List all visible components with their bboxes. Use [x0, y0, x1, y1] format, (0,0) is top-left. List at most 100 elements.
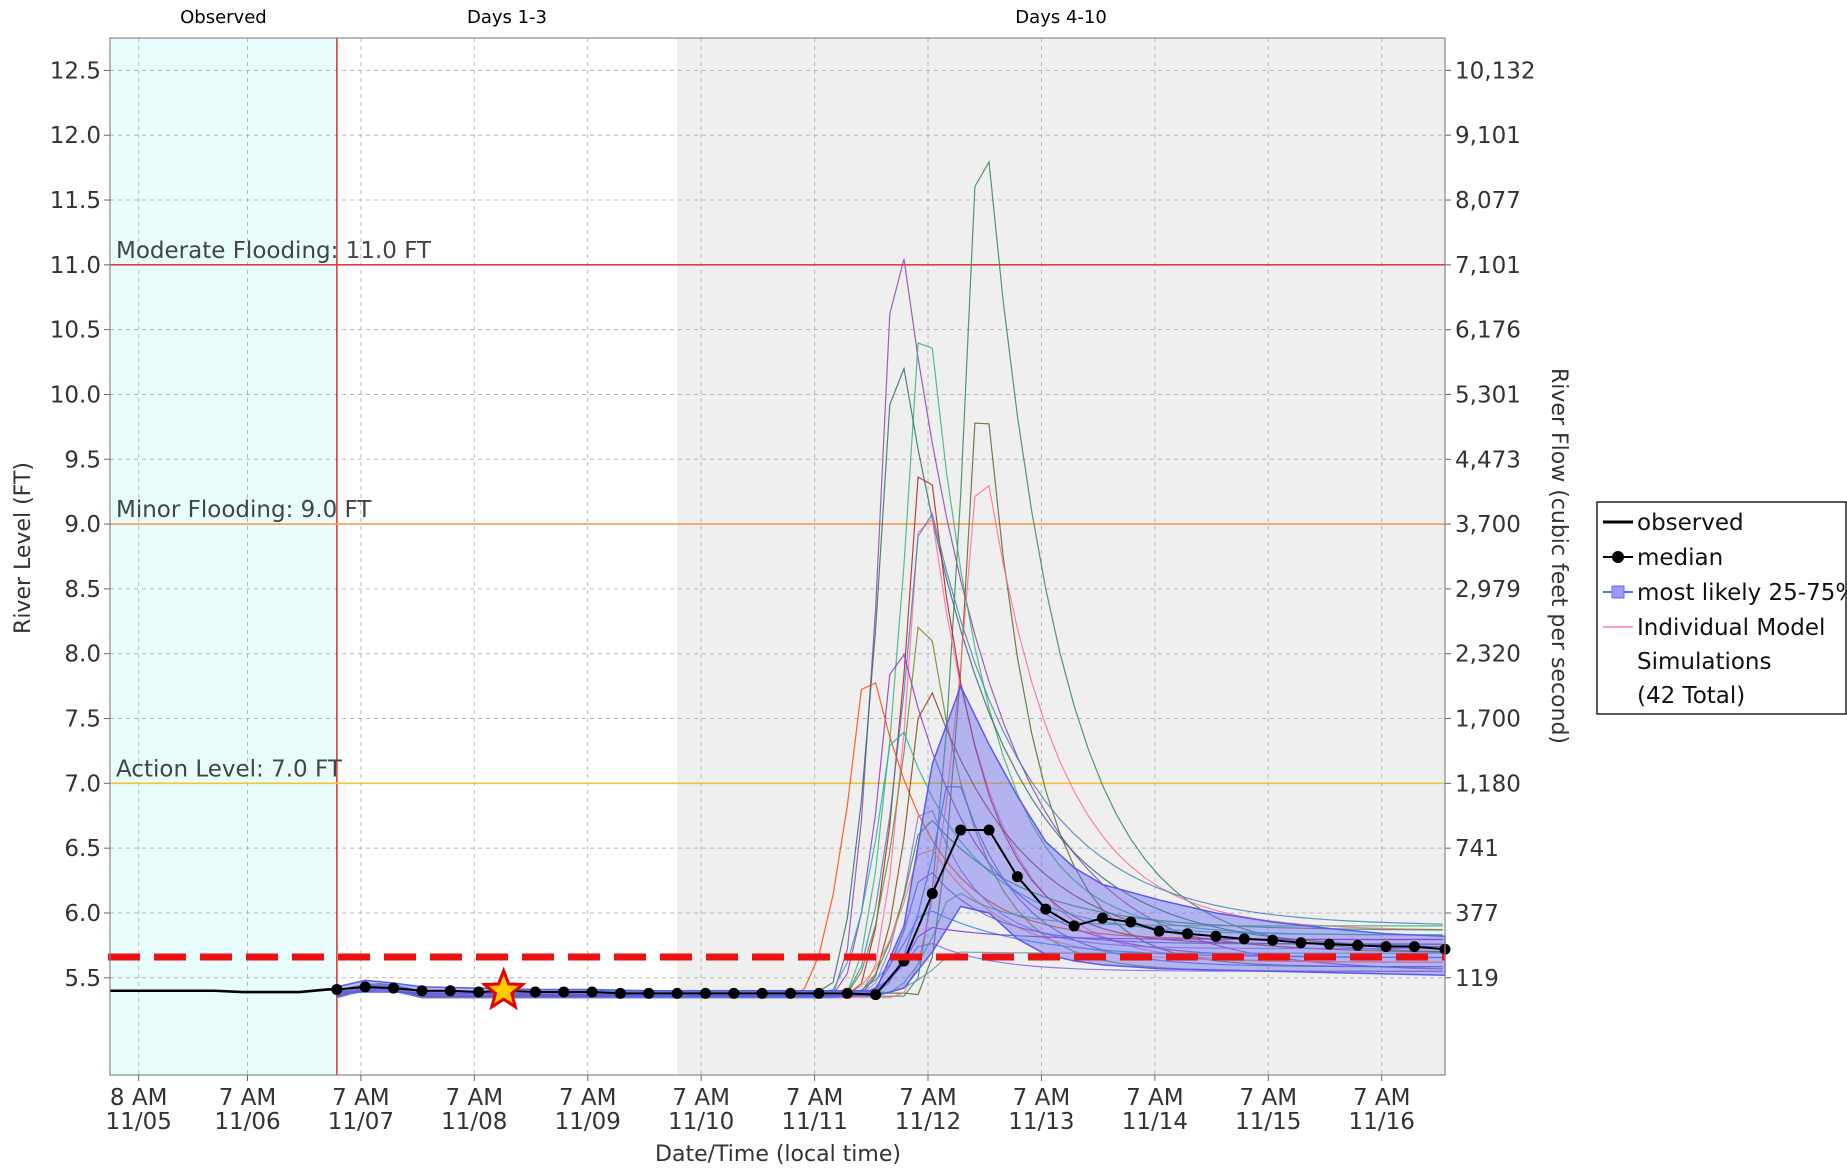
- median-line: [336, 829, 1446, 996]
- median-point: [841, 987, 853, 999]
- x-tick-label: 7 AM: [1353, 1085, 1411, 1111]
- y2-tick-label: 9,101: [1455, 123, 1521, 149]
- x-tick-label: 7 AM: [1013, 1085, 1071, 1111]
- median-point: [955, 824, 967, 836]
- median-point: [1153, 925, 1165, 937]
- x-tick-label: 7 AM: [899, 1085, 957, 1111]
- y-tick-label: 9.0: [64, 512, 101, 538]
- legend-label: observed: [1637, 510, 1744, 536]
- median-point: [558, 986, 570, 998]
- y2-tick-label: 10,132: [1455, 58, 1535, 84]
- y-tick-label: 11.5: [50, 188, 101, 214]
- median-point: [1182, 928, 1194, 940]
- y2-tick-label: 8,077: [1455, 188, 1521, 214]
- y-tick-label: 10.0: [50, 382, 101, 408]
- plot-frame: [109, 37, 1446, 1076]
- median-point: [926, 888, 938, 900]
- y-tick-label: 5.5: [64, 966, 101, 992]
- observed-series: [110, 988, 337, 994]
- median-point: [728, 987, 740, 999]
- current-marker: [480, 966, 527, 1011]
- y2-tick-label: 1,700: [1455, 707, 1521, 733]
- median-point: [416, 985, 428, 997]
- legend-label: median: [1637, 545, 1723, 571]
- y-tick-label: 12.0: [50, 123, 101, 149]
- y-tick-label: 6.5: [64, 836, 101, 862]
- median-point: [1295, 937, 1307, 949]
- segment-label: Days 1-3: [467, 7, 547, 28]
- y2-tick-label: 5,301: [1455, 382, 1521, 408]
- y-tick-label: 12.5: [50, 58, 101, 84]
- star-marker: [480, 966, 527, 1011]
- axes: 5.5 6.0 6.5 7.0 7.5 8.0 8.5 9.0 9.5 10.0 10.5 11.0 1…: [50, 37, 1535, 1135]
- median-point: [983, 824, 995, 836]
- median-point: [1380, 941, 1392, 953]
- y-tick-label: 7.5: [64, 707, 101, 733]
- y2-tick-label: 741: [1455, 836, 1499, 862]
- y2-tick-label: 7,101: [1455, 253, 1521, 279]
- x-tick-label: 8 AM: [110, 1085, 168, 1111]
- legend-label: (42 Total): [1637, 683, 1745, 709]
- y-tick-label: 11.0: [50, 253, 101, 279]
- y-tick-label: 10.5: [50, 318, 101, 344]
- x-tick-label: 11/07: [328, 1109, 394, 1135]
- x-tick-label: 11/11: [781, 1109, 847, 1135]
- median-point: [1352, 939, 1364, 951]
- y-tick-label: 8.5: [64, 577, 101, 603]
- x-tick-label: 7 AM: [1240, 1085, 1298, 1111]
- y2-tick-label: 119: [1455, 966, 1499, 992]
- segment-band: [336, 38, 678, 1075]
- legend-swatch-band: [1611, 585, 1625, 599]
- plot-background: Observed Days 1-3 Days 4-10: [110, 7, 1445, 1075]
- median-point: [785, 987, 797, 999]
- segment-band: [110, 38, 337, 1075]
- median-point: [1096, 912, 1108, 924]
- segment-label: Observed: [180, 7, 267, 28]
- y2-axis-label: River Flow (cubic feet per second): [1546, 368, 1571, 744]
- x-tick-label: 11/15: [1235, 1109, 1301, 1135]
- median-point: [671, 987, 683, 999]
- y-tick-label: 7.0: [64, 771, 101, 797]
- threshold-label: Moderate Flooding: 11.0 FT: [116, 238, 432, 264]
- x-tick-label: 11/16: [1349, 1109, 1415, 1135]
- legend-label: Simulations: [1637, 649, 1772, 675]
- median-point: [699, 987, 711, 999]
- median-point: [1323, 938, 1335, 950]
- median-series: [331, 824, 1451, 1001]
- median-point: [444, 985, 456, 997]
- observed-line: [110, 988, 337, 994]
- x-tick-label: 7 AM: [332, 1085, 390, 1111]
- threshold-label: Minor Flooding: 9.0 FT: [116, 497, 372, 523]
- x-tick-label: 7 AM: [219, 1085, 277, 1111]
- median-point: [586, 986, 598, 998]
- y-tick-label: 9.5: [64, 447, 101, 473]
- x-tick-label: 11/14: [1122, 1109, 1188, 1135]
- median-point: [1068, 920, 1080, 932]
- median-point: [813, 987, 825, 999]
- median-point: [1238, 933, 1250, 945]
- legend-label: Individual Model: [1637, 615, 1825, 641]
- x-tick-label: 11/10: [668, 1109, 734, 1135]
- threshold-label: Action Level: 7.0 FT: [116, 756, 343, 782]
- x-tick-label: 7 AM: [1126, 1085, 1184, 1111]
- x-tick-label: 11/09: [555, 1109, 621, 1135]
- median-point: [473, 986, 485, 998]
- x-tick-label: 7 AM: [446, 1085, 504, 1111]
- median-point: [614, 987, 626, 999]
- median-point: [1125, 916, 1137, 928]
- median-point: [1210, 930, 1222, 942]
- median-point: [1408, 941, 1420, 953]
- median-point: [388, 982, 400, 994]
- median-point: [529, 986, 541, 998]
- y-tick-label: 8.0: [64, 642, 101, 668]
- y2-tick-label: 377: [1455, 901, 1499, 927]
- x-axis-label: Date/Time (local time): [655, 1142, 901, 1167]
- median-point: [1011, 871, 1023, 883]
- x-tick-label: 11/13: [1008, 1109, 1074, 1135]
- legend-box: [1596, 501, 1847, 715]
- x-tick-label: 7 AM: [559, 1085, 617, 1111]
- y2-tick-label: 3,700: [1455, 512, 1521, 538]
- legend-swatch-median-dot: [1612, 551, 1624, 563]
- y2-tick-label: 2,320: [1455, 642, 1521, 668]
